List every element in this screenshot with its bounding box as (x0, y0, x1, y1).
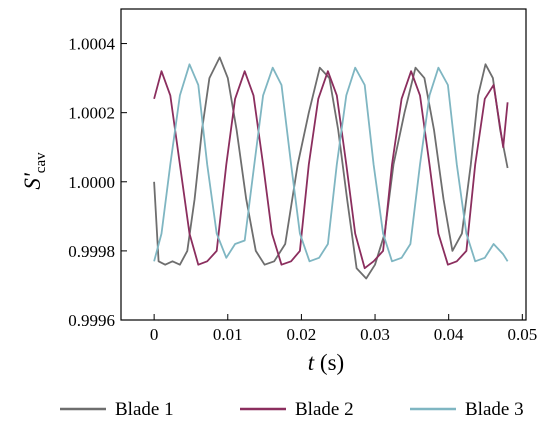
y-tick-label: 1.0000 (68, 173, 115, 192)
series-line-blade-2 (153, 70, 509, 270)
y-tick-label: 1.0004 (68, 35, 115, 54)
legend: Blade 1 Blade 2 Blade 3 (60, 399, 524, 420)
legend-label-blade-3: Blade 3 (465, 399, 524, 420)
x-tick-label: 0.05 (507, 325, 537, 344)
legend-label-blade-1: Blade 1 (115, 399, 174, 420)
x-tick-label: 0.02 (287, 325, 317, 344)
x-tick-label: 0.03 (360, 325, 390, 344)
legend-label-blade-2: Blade 2 (295, 399, 354, 420)
series-line-blade-3 (153, 63, 509, 263)
y-tick-label: 0.9998 (68, 242, 115, 261)
y-axis-title: S'cav (20, 152, 49, 190)
x-tick-label: 0.01 (213, 325, 243, 344)
y-tick-label: 0.9996 (68, 311, 115, 330)
x-tick-label: 0.04 (434, 325, 464, 344)
series-line-blade-1 (153, 56, 509, 280)
x-axis-title: t (s) (308, 350, 344, 375)
y-tick-label: 1.0002 (68, 104, 115, 123)
x-axis: 0 0.01 0.02 0.03 0.04 0.05 (150, 314, 537, 344)
plot-frame (120, 8, 527, 321)
x-tick-label: 0 (150, 325, 159, 344)
y-axis: 0.9996 0.9998 1.0000 1.0002 1.0004 (68, 35, 127, 330)
series-group (153, 56, 509, 280)
